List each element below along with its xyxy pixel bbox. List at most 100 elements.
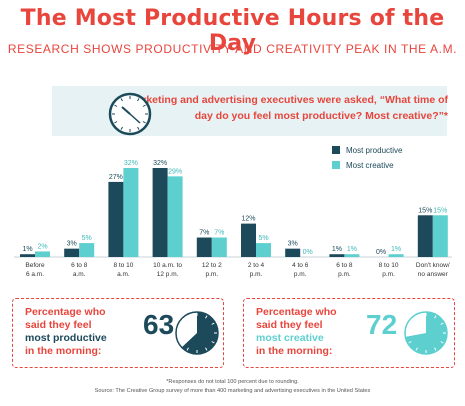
data-label: 1% xyxy=(22,246,32,253)
bar-most-productive xyxy=(64,248,80,257)
bar-most-creative xyxy=(79,243,95,257)
x-tick-label: 6 to 8 xyxy=(71,262,88,269)
bar-most-productive xyxy=(329,254,345,257)
x-tick-label: 10 a.m. to xyxy=(153,262,182,269)
legend-label-most-productive: Most productive xyxy=(346,145,403,155)
bar-most-productive xyxy=(285,248,301,257)
bar-most-creative xyxy=(388,254,404,257)
stat-text-creative: Percentage who said they feel most creat… xyxy=(256,306,374,358)
x-tick-label: p.m. xyxy=(382,271,395,278)
x-tick-label: p.m. xyxy=(205,271,218,278)
data-label: 0% xyxy=(376,249,386,256)
gauge-tick xyxy=(211,341,215,344)
legend-swatch-most-productive xyxy=(332,146,340,154)
legend-swatch-most-creative xyxy=(332,161,340,169)
bar-most-creative xyxy=(344,254,360,257)
bar-most-creative xyxy=(123,168,139,257)
clock-tick xyxy=(114,104,118,107)
bar-most-creative xyxy=(432,215,448,257)
gauge-tick xyxy=(408,322,412,325)
clock-minute-hand xyxy=(129,113,141,124)
data-label: 32% xyxy=(153,160,167,167)
legend-item-most-productive: Most productive xyxy=(332,144,402,156)
page-title: The Most Productive Hours of the Day xyxy=(20,6,445,56)
gauge-tick xyxy=(440,322,444,325)
legend-label-most-creative: Most creative xyxy=(346,160,394,170)
clock-tick xyxy=(142,121,146,124)
stat-line: said they feel xyxy=(25,319,92,331)
stat-line: Percentage who xyxy=(25,306,106,318)
bar-most-creative xyxy=(35,251,50,257)
footnote-rounding: *Responses do not total 100 percent due … xyxy=(166,379,299,385)
x-tick-label: 12 p.m. xyxy=(157,271,179,278)
gauge-tick xyxy=(440,341,444,344)
gauge-tick xyxy=(179,341,183,344)
data-label: 15% xyxy=(418,207,432,214)
chart-legend: Most productive Most creative xyxy=(332,144,402,174)
clock-tick xyxy=(120,98,123,102)
gauge-tick xyxy=(434,315,437,319)
stat-value-creative: 72 xyxy=(366,309,398,340)
clock-tick xyxy=(114,121,118,124)
gauge-tick xyxy=(211,322,215,325)
page-subtitle: RESEARCH SHOWS PRODUCTIVITY AND CREATIVI… xyxy=(7,42,458,56)
stat-line: in the morning: xyxy=(25,345,102,357)
bar-most-productive xyxy=(417,215,433,257)
gauge-tick xyxy=(408,341,412,344)
x-tick-label: no answer xyxy=(418,271,449,278)
stat-line: said they feel xyxy=(256,319,323,331)
gauge-tick xyxy=(186,347,189,351)
gauge-creative xyxy=(404,311,448,355)
bar-most-creative xyxy=(256,243,271,257)
stat-value-productive: 63 xyxy=(143,309,175,340)
gauge-tick xyxy=(415,315,418,319)
x-tick-label: p.m. xyxy=(294,271,307,278)
bar-most-productive xyxy=(20,254,35,257)
x-tick-label: 2 to 4 xyxy=(248,262,265,269)
bar-most-productive xyxy=(196,237,212,257)
clock-icon xyxy=(108,92,152,136)
data-label: 1% xyxy=(347,246,357,253)
data-label: 7% xyxy=(199,230,209,237)
clock-tick xyxy=(137,126,140,130)
stat-line: most productive xyxy=(25,332,107,344)
x-tick-label: 8 to 10 xyxy=(379,262,399,269)
bar-most-creative xyxy=(211,237,227,257)
footnote-source: Source: The Creative Group survey of mor… xyxy=(94,388,371,394)
data-label: 29% xyxy=(168,168,182,175)
gauge-tick xyxy=(205,315,208,319)
data-label: 3% xyxy=(288,241,298,248)
stat-line: Percentage who xyxy=(256,306,337,318)
x-tick-label: 12 to 2 xyxy=(202,262,222,269)
x-tick-label: Don't know/ xyxy=(416,262,450,269)
data-label: 32% xyxy=(124,160,138,167)
clock-tick xyxy=(137,98,140,102)
data-label: 3% xyxy=(67,241,77,248)
data-label: 0% xyxy=(303,249,313,256)
stat-line: most creative xyxy=(256,332,324,344)
stat-text-productive: Percentage who said they feel most produ… xyxy=(25,306,143,358)
x-tick-label: a.m. xyxy=(73,271,86,278)
data-label: 27% xyxy=(109,174,123,181)
clock-tick xyxy=(120,126,123,130)
gauge-productive xyxy=(175,311,219,355)
x-tick-label: p.m. xyxy=(250,271,263,278)
clock-hour-hand xyxy=(121,106,131,115)
gauge-fill xyxy=(405,312,447,354)
bar-most-productive xyxy=(152,168,168,257)
x-tick-label: 6 to 8 xyxy=(336,262,353,269)
gauge-tick xyxy=(186,315,189,319)
clock-tick xyxy=(142,104,146,107)
stat-box-creative: Percentage who said they feel most creat… xyxy=(243,298,455,368)
data-label: 2% xyxy=(37,243,47,250)
legend-item-most-creative: Most creative xyxy=(332,159,402,171)
data-label: 7% xyxy=(214,230,224,237)
gauge-fill xyxy=(181,312,218,354)
bar-most-productive xyxy=(241,223,256,257)
x-tick-label: 6 a.m. xyxy=(26,271,44,278)
x-tick-label: p.m. xyxy=(338,271,351,278)
x-tick-label: 4 to 6 xyxy=(292,262,309,269)
gauge-tick xyxy=(434,347,437,351)
data-label: 1% xyxy=(332,246,342,253)
